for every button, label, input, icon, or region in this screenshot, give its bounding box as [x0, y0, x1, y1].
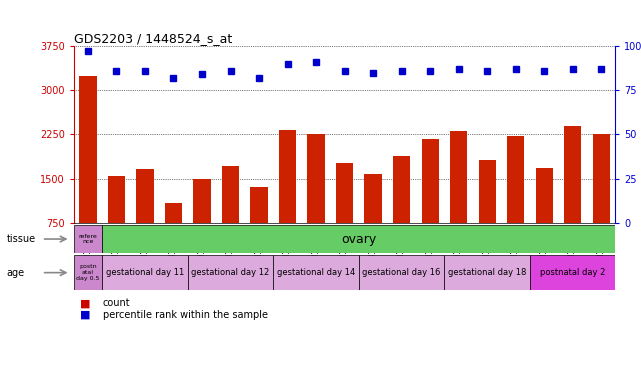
Bar	[74, 225, 102, 253]
Bar	[359, 255, 444, 290]
Bar	[365, 174, 381, 223]
Text: gestational day 18: gestational day 18	[448, 268, 526, 277]
Text: gestational day 16: gestational day 16	[362, 268, 441, 277]
Text: gestational day 12: gestational day 12	[192, 268, 270, 277]
Bar	[279, 130, 296, 223]
Text: count: count	[103, 298, 130, 308]
Bar	[336, 163, 353, 223]
Bar	[79, 76, 97, 223]
Bar	[188, 255, 273, 290]
Text: GDS2203 / 1448524_s_at: GDS2203 / 1448524_s_at	[74, 32, 232, 45]
Bar	[592, 134, 610, 223]
Bar	[165, 203, 182, 223]
Bar	[222, 166, 239, 223]
Text: postnatal day 2: postnatal day 2	[540, 268, 605, 277]
Bar	[194, 179, 210, 223]
Text: ■: ■	[80, 310, 90, 320]
Text: percentile rank within the sample: percentile rank within the sample	[103, 310, 267, 320]
Text: ■: ■	[80, 298, 90, 308]
Bar	[308, 134, 324, 223]
Bar	[74, 255, 102, 290]
Bar	[102, 255, 188, 290]
Bar	[108, 176, 125, 223]
Bar	[507, 136, 524, 223]
Text: age: age	[6, 268, 24, 278]
Bar	[444, 255, 530, 290]
Text: gestational day 11: gestational day 11	[106, 268, 184, 277]
Bar	[450, 131, 467, 223]
Bar	[251, 187, 267, 223]
Bar	[564, 126, 581, 223]
Text: ovary: ovary	[341, 233, 376, 245]
Bar	[535, 168, 553, 223]
Text: refere
nce: refere nce	[79, 233, 97, 245]
Bar	[422, 139, 438, 223]
Bar	[273, 255, 359, 290]
Text: tissue: tissue	[6, 234, 35, 244]
Bar	[479, 160, 495, 223]
Bar	[393, 156, 410, 223]
Bar	[530, 255, 615, 290]
Bar	[137, 169, 154, 223]
Text: postn
atal
day 0.5: postn atal day 0.5	[76, 264, 99, 281]
Text: gestational day 14: gestational day 14	[277, 268, 355, 277]
